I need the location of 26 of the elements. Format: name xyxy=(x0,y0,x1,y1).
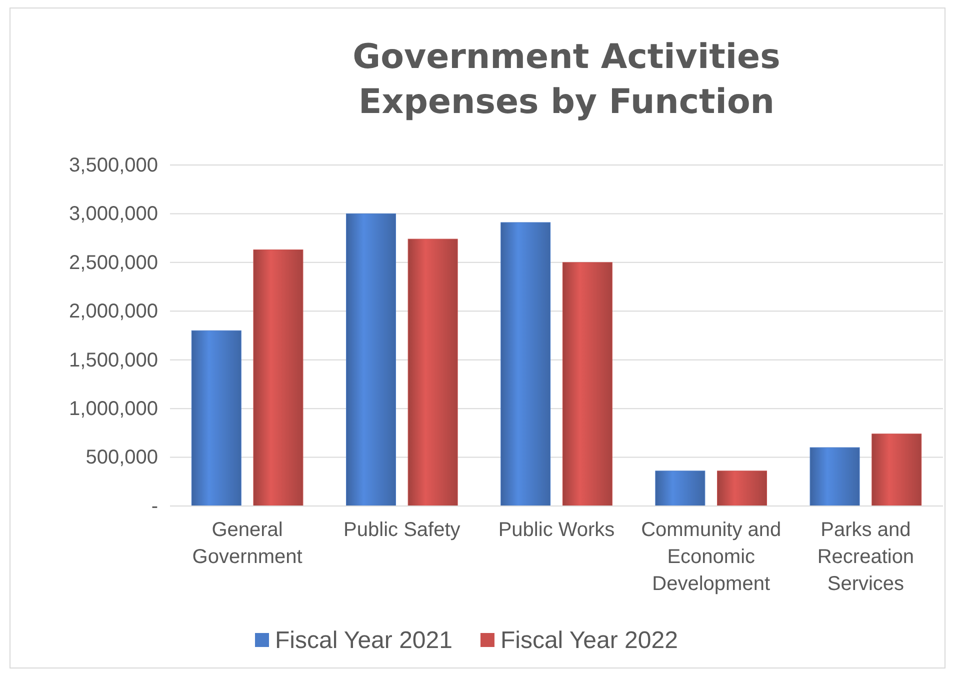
bar xyxy=(253,250,304,506)
legend-label: Fiscal Year 2022 xyxy=(500,627,678,654)
x-tick-label: Community and Economic Development xyxy=(641,519,782,596)
x-tick-label: General Government xyxy=(192,519,303,568)
bar xyxy=(346,213,396,506)
y-tick-label: - xyxy=(151,495,158,518)
x-tick-label: Public Safety xyxy=(344,519,460,542)
y-tick-label: 1,500,000 xyxy=(69,349,158,372)
bar xyxy=(562,262,612,506)
bar xyxy=(717,470,768,506)
y-tick-label: 2,500,000 xyxy=(69,252,158,274)
bar xyxy=(872,434,922,506)
y-tick-label: 3,500,000 xyxy=(69,154,158,176)
bar xyxy=(191,330,242,506)
chart-title: Government Activities Expenses by Function xyxy=(352,37,780,122)
y-tick-label: 500,000 xyxy=(86,446,158,469)
y-tick-label: 1,000,000 xyxy=(69,398,158,420)
bar xyxy=(810,447,860,506)
y-tick-label: 3,000,000 xyxy=(69,203,158,226)
y-tick-label: 2,000,000 xyxy=(69,300,158,323)
bar xyxy=(408,238,458,506)
bar xyxy=(655,470,706,506)
bar xyxy=(500,222,551,506)
x-tick-label: Public Works xyxy=(498,519,615,542)
legend-label: Fiscal Year 2021 xyxy=(275,627,452,654)
x-tick-label: Parks and Recreation Services xyxy=(817,519,914,596)
